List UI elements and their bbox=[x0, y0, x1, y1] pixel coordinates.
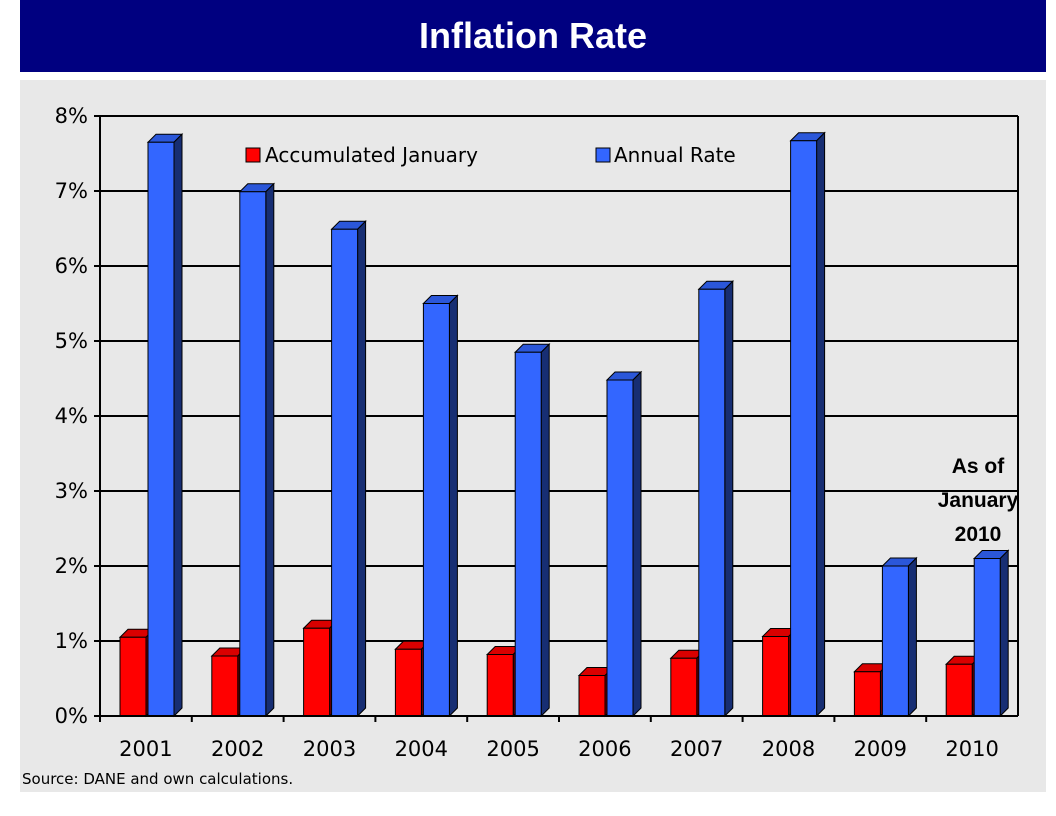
y-tick-label: 1% bbox=[55, 629, 88, 653]
annotation-line-3: 2010 bbox=[955, 523, 1002, 546]
bar-annual-rate bbox=[973, 558, 1001, 717]
x-tick-label: 2007 bbox=[670, 737, 723, 761]
chart-title: Inflation Rate bbox=[20, 0, 1046, 72]
x-tick-label: 2001 bbox=[119, 737, 172, 761]
bar-annual-rate bbox=[239, 191, 267, 717]
x-tick-label: 2009 bbox=[854, 737, 907, 761]
bar-annual-rate bbox=[514, 351, 542, 717]
bar-accumulated-january bbox=[670, 657, 698, 717]
bar-side bbox=[357, 220, 367, 718]
x-tick-label: 2002 bbox=[211, 737, 264, 761]
y-tick-label: 2% bbox=[55, 554, 88, 578]
bar-side bbox=[265, 182, 275, 718]
x-tick-label: 2010 bbox=[945, 737, 998, 761]
bar-side bbox=[816, 131, 826, 718]
x-tick-label: 2005 bbox=[486, 737, 539, 761]
y-tick-label: 0% bbox=[55, 704, 88, 728]
bar-annual-rate bbox=[790, 140, 818, 717]
y-tick-label: 3% bbox=[55, 479, 88, 503]
bar-side bbox=[907, 556, 917, 718]
legend-swatch-accumulated bbox=[245, 147, 261, 163]
x-tick-label: 2003 bbox=[303, 737, 356, 761]
bar-accumulated-january bbox=[853, 671, 881, 717]
bar-annual-rate bbox=[698, 288, 726, 717]
legend-label-annual: Annual Rate bbox=[614, 143, 736, 167]
bar-accumulated-january bbox=[394, 648, 422, 717]
bar-annual-rate bbox=[147, 141, 175, 717]
bar-accumulated-january bbox=[945, 663, 973, 717]
bar-side bbox=[173, 133, 183, 718]
bar-annual-rate bbox=[331, 228, 359, 717]
y-tick-label: 4% bbox=[55, 404, 88, 428]
bar-side bbox=[724, 280, 734, 718]
source-note: Source: DANE and own calculations. bbox=[22, 770, 293, 788]
x-tick-label: 2004 bbox=[395, 737, 448, 761]
legend-label-accumulated: Accumulated January bbox=[265, 143, 478, 167]
y-tick-label: 8% bbox=[55, 104, 88, 128]
bar-side bbox=[632, 370, 642, 718]
annotation-line-2: January bbox=[938, 489, 1019, 512]
bar-side bbox=[540, 343, 550, 718]
y-tick-label: 6% bbox=[55, 254, 88, 278]
bar-accumulated-january bbox=[762, 636, 790, 717]
bar-accumulated-january bbox=[119, 636, 147, 717]
bar-accumulated-january bbox=[578, 675, 606, 717]
bar-side bbox=[999, 549, 1009, 718]
bar-accumulated-january bbox=[486, 654, 514, 717]
bar-accumulated-january bbox=[303, 627, 331, 717]
bar-annual-rate bbox=[606, 379, 634, 717]
x-tick-label: 2008 bbox=[762, 737, 815, 761]
bar-annual-rate bbox=[422, 303, 450, 717]
y-tick-label: 7% bbox=[55, 179, 88, 203]
x-tick-label: 2006 bbox=[578, 737, 631, 761]
y-tick-label: 5% bbox=[55, 329, 88, 353]
legend-swatch-annual bbox=[595, 147, 611, 163]
plot-area: 0% 1% 2% 3% 4% 5% 6% 7% 8% 2001 2002 2003 2004 2005 20… bbox=[55, 104, 1019, 761]
annotation-line-1: As of bbox=[952, 455, 1006, 478]
bar-side bbox=[448, 294, 458, 718]
bar-annual-rate bbox=[881, 565, 909, 717]
bar-accumulated-january bbox=[211, 655, 239, 717]
